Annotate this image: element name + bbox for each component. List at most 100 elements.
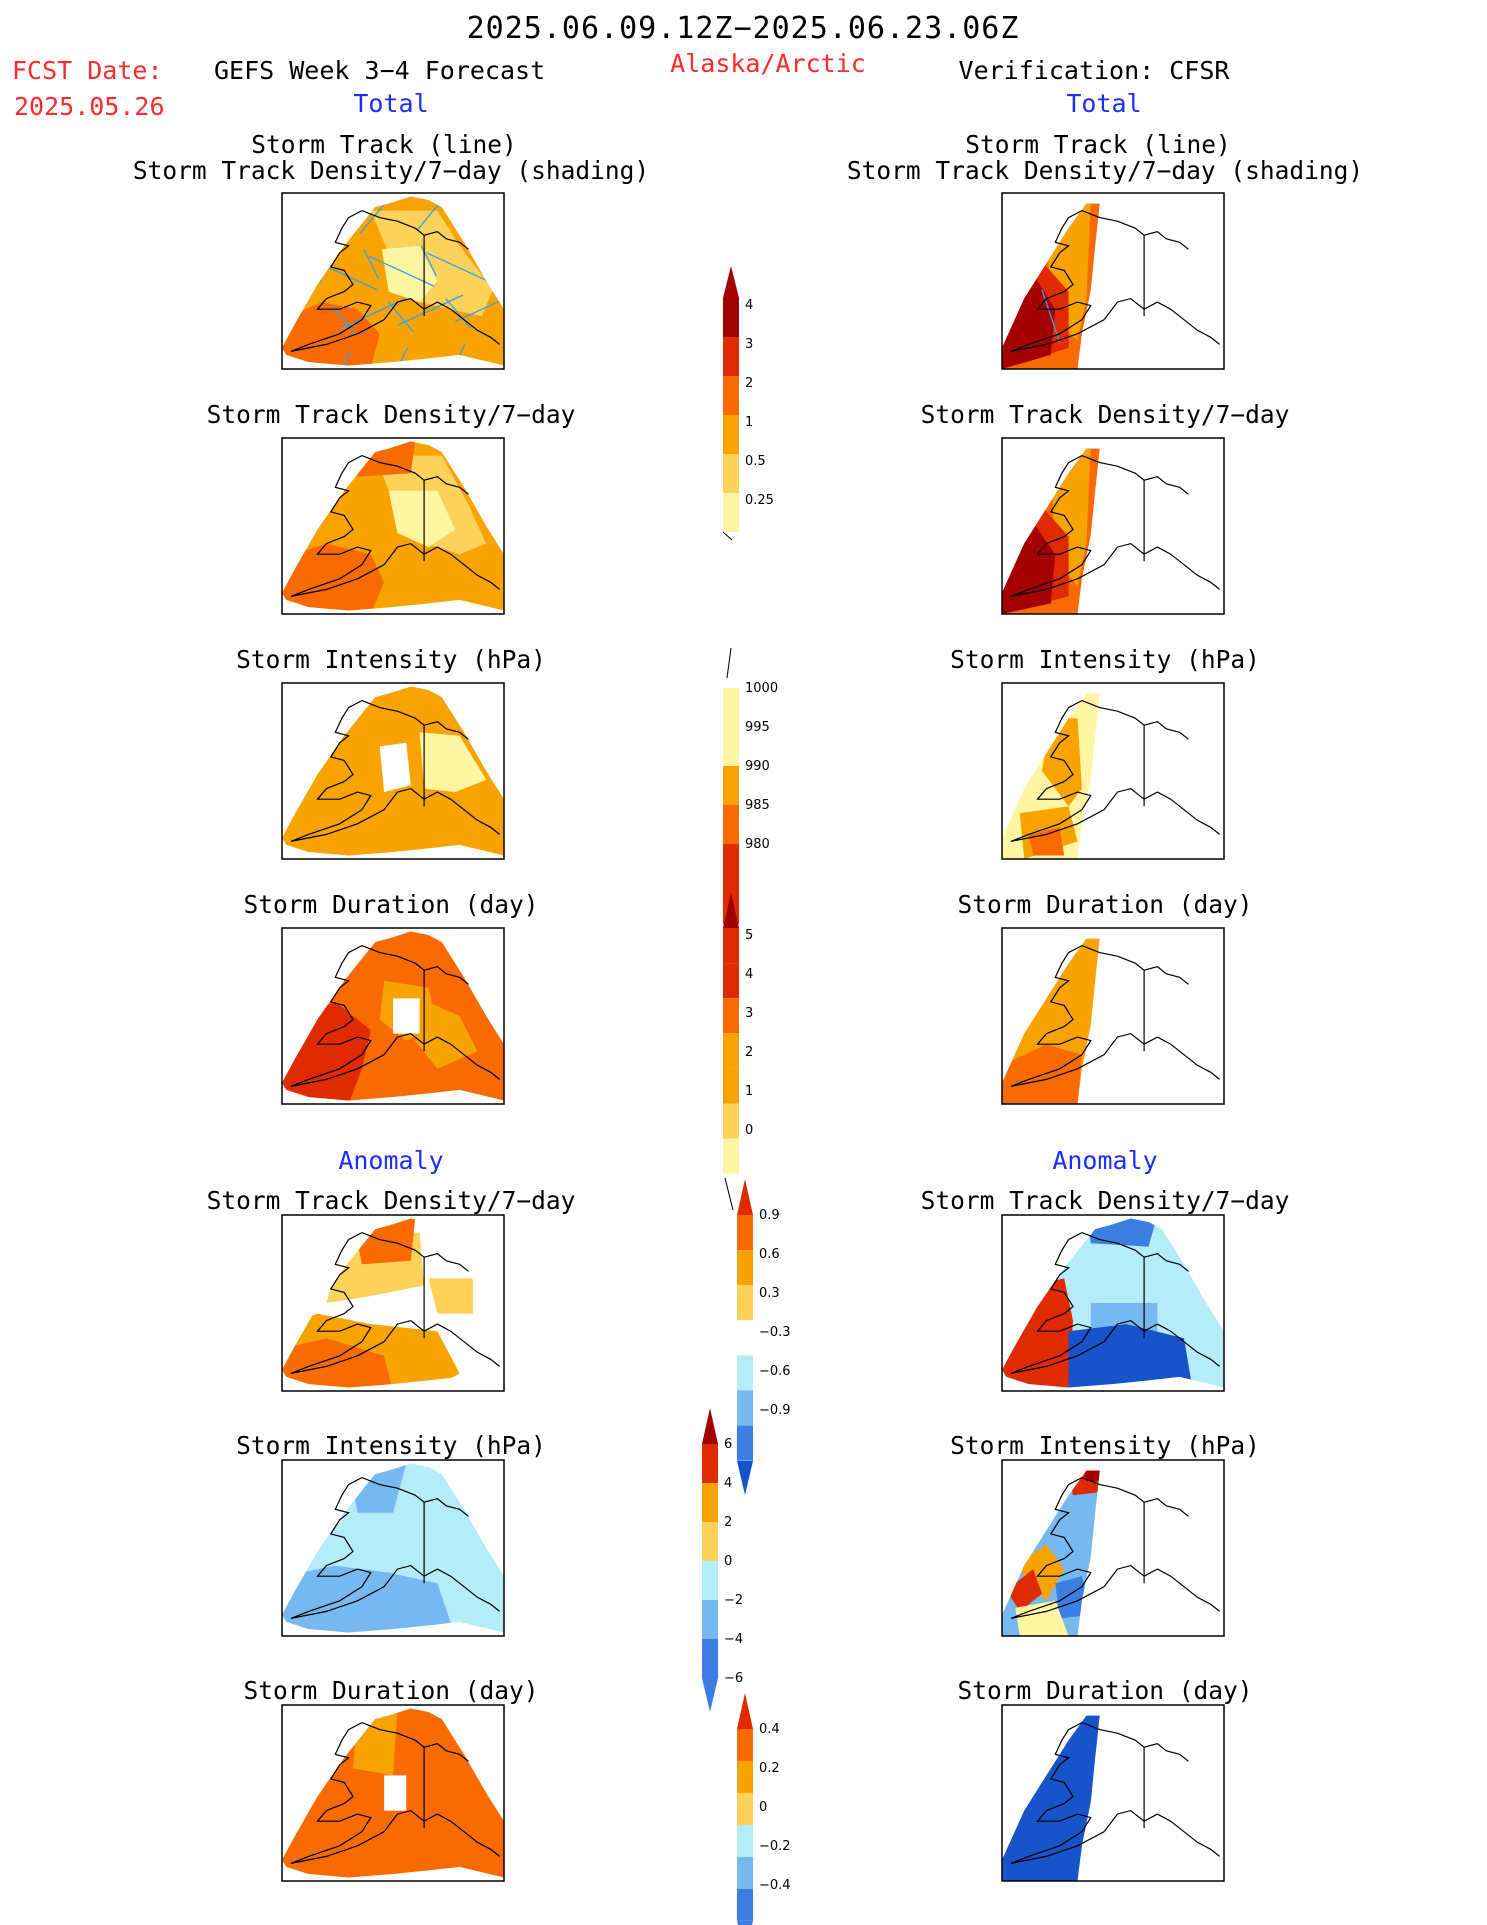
page-title: 2025.06.09.12Z−2025.06.23.06Z [466, 11, 1020, 46]
north-coastline [1081, 1477, 1189, 1517]
colorbar-tick-label: −0.3 [759, 1325, 791, 1340]
shading-region [1015, 1600, 1069, 1636]
colorbar-tick-label: 6 [724, 1437, 732, 1452]
colorbar-segment [723, 454, 739, 493]
shading-region [393, 998, 420, 1034]
colorbar-tick-label: 0 [724, 1554, 732, 1569]
forecast-label: GEFS Week 3−4 Forecast [214, 56, 546, 85]
coastline [290, 945, 500, 1087]
title-duration-anom-left: Storm Duration (day) [243, 1676, 539, 1705]
storm-track-line [302, 206, 329, 238]
colorbar-tick-label: 5 [745, 928, 753, 943]
panel-frame [281, 1704, 505, 1882]
title-duration-anom-right: Storm Duration (day) [957, 1676, 1253, 1705]
colorbar-segment [737, 1285, 753, 1321]
region-label: Alaska/Arctic [670, 49, 866, 78]
colorbar-segment [723, 805, 739, 844]
panel-frame [1001, 682, 1225, 860]
storm-track-line [334, 351, 351, 366]
colorbar-tick-label: 3 [745, 337, 753, 352]
colorbar-top-arrow [737, 1179, 753, 1215]
storm-track-line [445, 298, 472, 330]
title-intensity-right: Storm Intensity (hPa) [950, 645, 1260, 674]
panel-frame [1001, 1459, 1225, 1637]
map-intensity-left [281, 682, 505, 860]
colorbar-tick-label: 985 [745, 798, 770, 813]
colorbar-segment [723, 376, 739, 415]
colorbar-segment [702, 1561, 718, 1600]
colorbar-density-total: 0.25 0.5 1 2 3 4 [722, 266, 774, 541]
colorbar-segment [737, 1824, 753, 1857]
colorbar-tick-label: 2 [745, 376, 753, 391]
panel-frame [1001, 1214, 1225, 1392]
storm-track-line [340, 297, 407, 330]
shading-region [282, 302, 380, 366]
shading-region [370, 210, 493, 317]
map-track-right [1001, 192, 1225, 370]
colorbar-tick-label: 0 [759, 1800, 767, 1815]
colorbar-tick-label: −4 [724, 1632, 743, 1647]
anomaly-left-label: Anomaly [338, 1146, 444, 1175]
colorbar-top-arrow [723, 266, 739, 298]
storm-track-line [397, 294, 464, 326]
colorbar-duration-total: 0 1 2 3 4 5 [723, 892, 753, 1211]
coastline [1010, 700, 1220, 842]
colorbar-segment [737, 1355, 753, 1391]
title-duration-right: Storm Duration (day) [957, 890, 1253, 919]
map-duration-anom-left [281, 1704, 505, 1882]
coastline [290, 1477, 500, 1619]
panel-frame [1001, 1704, 1225, 1882]
colorbar-segment [723, 337, 739, 376]
title-intensity-left: Storm Intensity (hPa) [236, 645, 546, 674]
shading-region [419, 732, 487, 793]
colorbar-segment [737, 1856, 753, 1889]
map-intensity-anom-right [1001, 1459, 1225, 1637]
title-density-right: Storm Track Density/7−day [920, 400, 1290, 429]
colorbar-tick-label: 4 [745, 967, 753, 982]
panel-frame [281, 927, 505, 1105]
colorbar-segment [723, 844, 739, 883]
colorbar-segment [737, 1215, 753, 1251]
coastline [1010, 1722, 1220, 1864]
title-intensity-anom-left: Storm Intensity (hPa) [236, 1431, 546, 1460]
colorbar-segment [737, 1729, 753, 1761]
coastline [1010, 1477, 1220, 1619]
colorbar-tick-label: 995 [745, 720, 770, 735]
title-track-shading-right: Storm Track Density/7−day (shading) [846, 156, 1364, 185]
panel-frame [1001, 192, 1225, 370]
coastline [1010, 1232, 1220, 1374]
shading-region [282, 1565, 456, 1633]
north-coastline [1081, 210, 1189, 250]
colorbar-tick-label: 4 [745, 298, 753, 313]
panel-frame [1001, 927, 1225, 1105]
colorbar-density-anomaly: 0.9 0.6 0.3 −0.3 −0.6 −0.9 [737, 1179, 791, 1495]
colorbar-tick-label: 980 [745, 837, 770, 852]
storm-track-line [473, 196, 500, 227]
panel-frame [1001, 437, 1225, 615]
colorbar-top-arrow [737, 1693, 753, 1729]
storm-track-line [1041, 289, 1061, 343]
colorbar-tick-label: 990 [745, 759, 770, 774]
colorbar-tick-label: 2 [745, 1045, 753, 1060]
fcst-label: FCST Date: [12, 56, 163, 85]
shading-region [282, 543, 385, 611]
shading-region [415, 998, 478, 1069]
colorbar-segment [723, 415, 739, 454]
colorbar-tick-label: 0 [745, 1123, 753, 1138]
map-intensity-anom-left [281, 1459, 505, 1637]
colorbar-tick-label: −0.2 [759, 1839, 791, 1854]
storm-track-line [282, 241, 295, 273]
shading-region [1068, 1324, 1193, 1388]
colorbar-segment [702, 1522, 718, 1561]
panel-frame [281, 682, 505, 860]
shading-region [1006, 1569, 1042, 1612]
shading-region [348, 441, 416, 477]
colorbar-tick-label: 1 [745, 415, 753, 430]
panel-frame [281, 1214, 505, 1392]
map-track-left [281, 192, 505, 370]
colorbar-tick-label: −0.6 [759, 1364, 791, 1379]
colorbar-tick-label: −2 [724, 1593, 743, 1608]
colorbar-tick-label: 0.4 [759, 1722, 780, 1737]
colorbar-segment [723, 766, 739, 805]
